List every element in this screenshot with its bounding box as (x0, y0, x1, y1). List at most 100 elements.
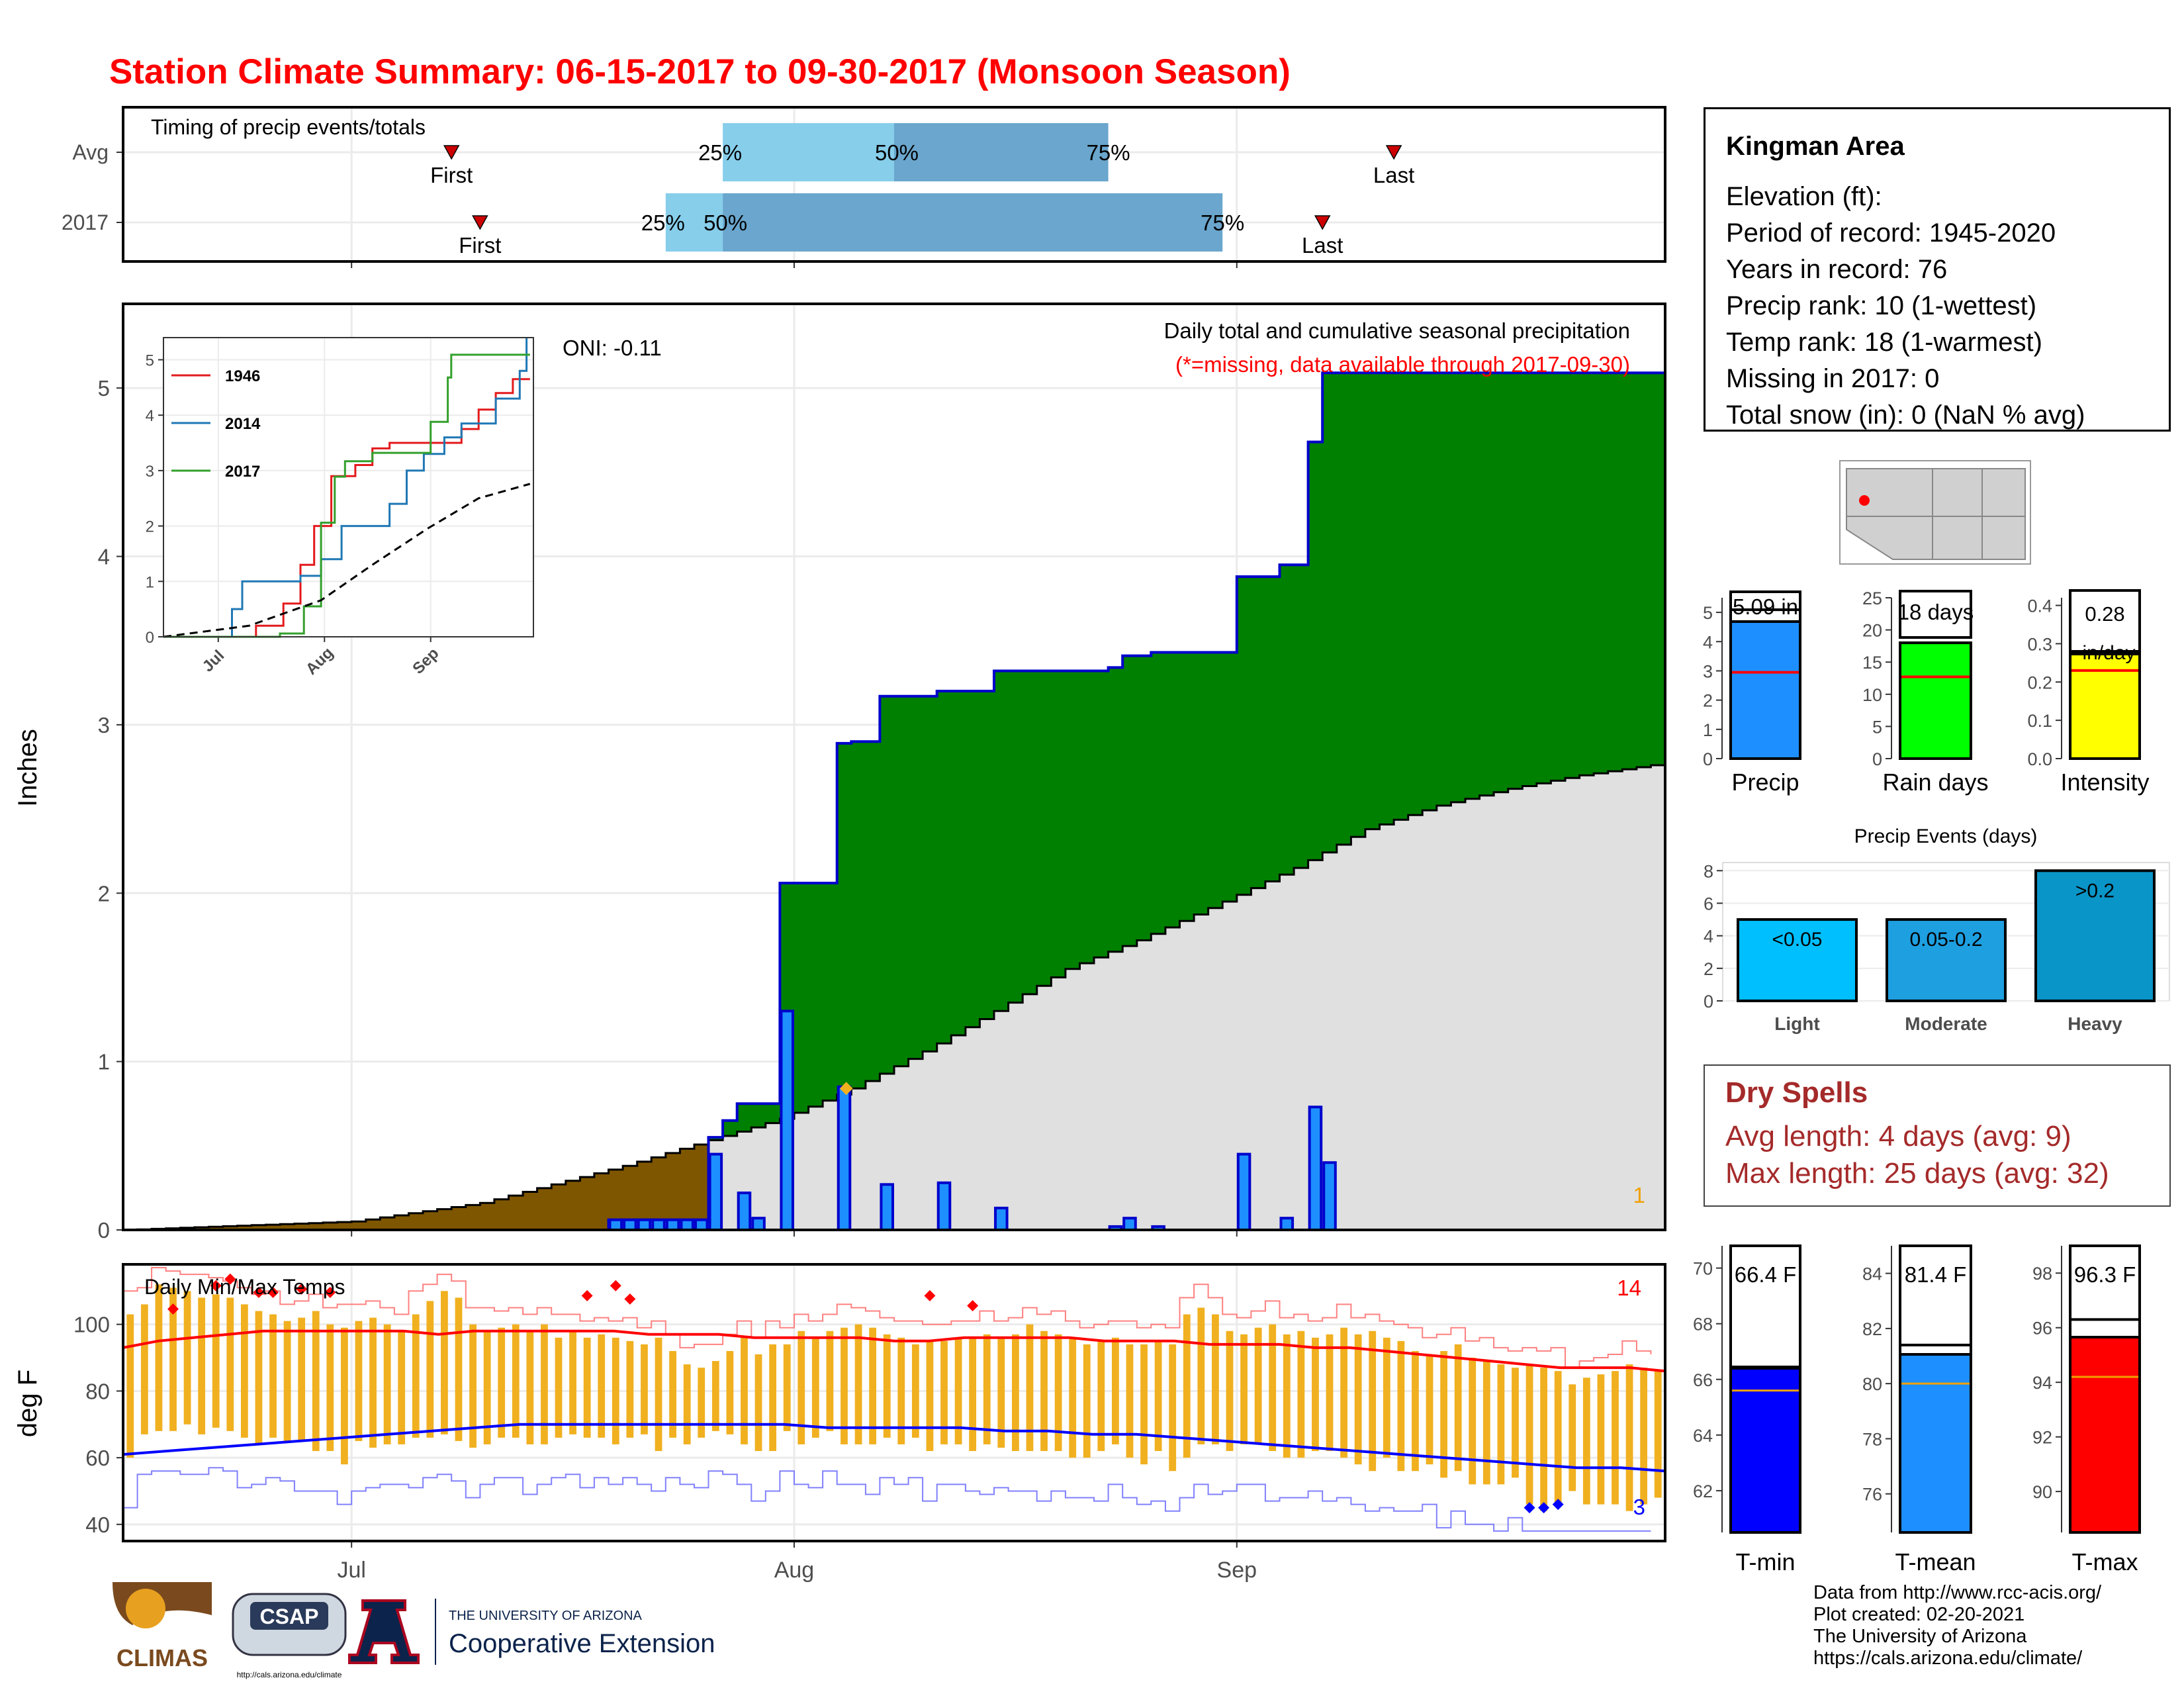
daily-temp-bar (1283, 1334, 1291, 1458)
footer-created: Plot created: 02-20-2021 (1813, 1604, 2025, 1625)
mini-tick-label: 1 (1703, 720, 1713, 740)
deficit-segment (351, 1221, 367, 1230)
timing-row-label: 2017 (62, 211, 109, 234)
mini-tick-label: 5 (1872, 717, 1882, 737)
climatology-line (123, 764, 1665, 1231)
event-bar-label: <0.05 (1772, 929, 1823, 951)
surplus-segment (1636, 373, 1652, 768)
surplus-segment (823, 883, 838, 1101)
daily-temp-bar (869, 1327, 877, 1444)
deficit-segment (380, 1217, 395, 1230)
temp-title: Daily Min/Max Temps (144, 1275, 345, 1299)
surplus-segment (1294, 565, 1309, 868)
temp-panel: 40 60 80 100 Jul Aug Sep Daily Min/Max Temps 14 3… (13, 1263, 1666, 1583)
daily-temp-bar (1369, 1331, 1377, 1472)
event-bar-heavy (2034, 869, 2156, 1002)
daily-temp-bar (269, 1314, 277, 1438)
inset-tick-label: 3 (146, 463, 154, 481)
inset-series-2014 (163, 338, 528, 638)
daily-temp-bar (1540, 1368, 1548, 1511)
first-label: First (430, 163, 473, 187)
first-marker (472, 215, 488, 230)
inset-tick-label: 4 (146, 407, 154, 425)
daily-temp-bar (1654, 1371, 1662, 1498)
mini-category-label: Intensity (2060, 769, 2149, 796)
daily-precip-bar (1122, 1217, 1137, 1232)
surplus-segment (880, 696, 895, 1074)
daily-temp-bar (326, 1324, 334, 1452)
daily-precip-bar (637, 1218, 652, 1231)
temp-tick-label: 40 (85, 1513, 110, 1537)
inset-series-1946 (163, 378, 530, 638)
last-marker (1314, 215, 1331, 230)
daily-temp-bar (483, 1331, 491, 1444)
daily-temp-bar (783, 1344, 791, 1431)
daily-temp-bar (1625, 1364, 1633, 1511)
timing-label-75: 75% (1201, 211, 1244, 235)
surplus-segment (1408, 373, 1423, 816)
mini-category-label: T-max (2071, 1548, 2138, 1575)
daily-precip-bar (1279, 1217, 1295, 1232)
month-label-jul: Jul (337, 1558, 365, 1583)
daily-temp-bar (1469, 1358, 1477, 1485)
event-bar-moderate (1886, 918, 2007, 1003)
mini-value-label: 5.09 in (1733, 594, 1798, 619)
deficit-segment (637, 1161, 652, 1220)
surplus-segment (1508, 373, 1523, 789)
surplus-segment (865, 741, 881, 1082)
mini-tick-label: 96 (2032, 1319, 2052, 1338)
daily-temp-bar (797, 1331, 805, 1444)
surplus-segment (1079, 671, 1095, 964)
daily-precip-bar (623, 1218, 637, 1231)
daily-temp-bar (283, 1321, 291, 1441)
deficit-segment (537, 1188, 552, 1230)
daily-precip-bar (837, 1085, 852, 1231)
daily-temp-bar (983, 1334, 991, 1444)
rain-days-bar: 0 5 10 15 20 25 18 days Rain days (1862, 588, 1989, 796)
mini-tick-label: 0 (1703, 749, 1713, 769)
daily-temp-bar (683, 1364, 691, 1444)
record-high-marker (581, 1289, 593, 1301)
surplus-segment (708, 1137, 723, 1141)
avg-max-temp-line (122, 1329, 1666, 1373)
mini-tick-label: 76 (1862, 1485, 1882, 1505)
events-tick-label: 8 (1704, 861, 1713, 881)
daily-temp-bar (1126, 1344, 1134, 1458)
daily-temp-bar (969, 1337, 977, 1452)
daily-temp-bar (441, 1291, 448, 1434)
month-label-sep: Sep (1217, 1558, 1257, 1583)
tmin-bar: 62 64 66 68 70 66.4 F T-min (1693, 1244, 1801, 1575)
deficit-segment (494, 1199, 510, 1230)
daily-temp-bar (369, 1317, 377, 1448)
ua-small-text: THE UNIVERSITY OF ARIZONA (449, 1609, 643, 1623)
inset-legend-label: 1946 (225, 367, 260, 385)
daily-temp-bar (1169, 1344, 1177, 1472)
surplus-segment (1351, 373, 1366, 837)
footer-university: The University of Arizona (1813, 1626, 2027, 1647)
deficit-segment (665, 1152, 680, 1220)
mini-value-bar-outline (1899, 1343, 1972, 1534)
mini-tick-label: 20 (1862, 621, 1882, 641)
mini-tick-label: 0.3 (2027, 634, 2052, 654)
deficit-segment (294, 1223, 310, 1230)
deficit-segment (551, 1184, 567, 1230)
daily-temp-bar (398, 1331, 406, 1444)
mini-value-label: 66.4 F (1735, 1262, 1797, 1287)
locator-map (1839, 460, 2031, 565)
mini-value-label: 0.28 (2085, 602, 2124, 626)
timing-bar-25-50 (723, 123, 894, 181)
temp-tick-label: 60 (85, 1446, 110, 1470)
record-low-marker (1538, 1502, 1550, 1514)
daily-temp-bar (1112, 1337, 1119, 1444)
deficit-segment (408, 1213, 424, 1230)
record-high-marker (624, 1293, 636, 1305)
mini-tick-label: 64 (1693, 1426, 1713, 1446)
event-category-label: Heavy (2068, 1013, 2122, 1034)
daily-temp-bar (897, 1337, 905, 1444)
daily-temp-bar (169, 1288, 177, 1431)
daily-temp-bar (1525, 1364, 1533, 1505)
precip-frame (122, 303, 1666, 1231)
surplus-segment (1151, 652, 1166, 934)
deficit-segment (337, 1222, 352, 1230)
